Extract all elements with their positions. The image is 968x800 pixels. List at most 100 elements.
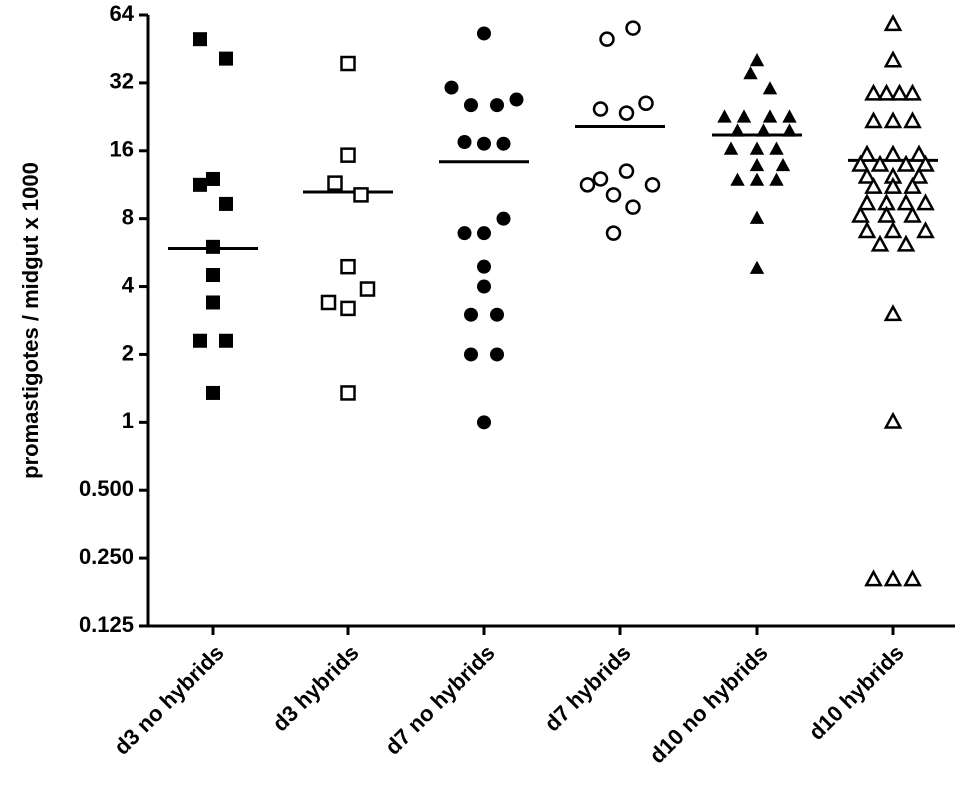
data-point xyxy=(605,225,622,241)
data-point xyxy=(625,20,641,36)
data-point xyxy=(883,50,903,68)
data-point xyxy=(219,196,233,211)
data-point xyxy=(340,385,356,401)
data-point xyxy=(916,221,935,239)
data-point xyxy=(756,123,771,137)
data-point xyxy=(219,333,233,348)
data-point xyxy=(579,177,596,193)
data-point xyxy=(857,221,877,239)
series-d7-hybrids xyxy=(579,20,661,241)
data-point xyxy=(851,154,870,172)
data-point xyxy=(457,135,472,150)
data-point xyxy=(477,226,491,241)
y-tick-label: 16 xyxy=(110,137,134,162)
data-point xyxy=(206,295,220,310)
data-point xyxy=(769,141,784,155)
data-point xyxy=(769,172,784,186)
data-point xyxy=(605,187,622,203)
data-point xyxy=(193,333,207,348)
data-point xyxy=(864,83,883,101)
y-tick-label: 4 xyxy=(122,272,135,297)
data-point xyxy=(883,176,903,194)
data-point xyxy=(327,175,343,191)
data-point xyxy=(464,347,478,362)
data-point xyxy=(340,258,356,275)
data-point xyxy=(883,14,903,32)
data-point xyxy=(903,83,922,101)
data-point xyxy=(736,109,752,123)
data-point xyxy=(599,31,615,47)
data-point xyxy=(909,144,929,162)
y-tick-label: 0.250 xyxy=(79,544,134,569)
x-tick-label: d3 hybrids xyxy=(267,640,363,736)
data-point xyxy=(477,136,491,151)
data-point xyxy=(340,55,356,72)
data-point xyxy=(896,234,916,252)
data-point xyxy=(890,83,909,101)
data-point xyxy=(206,268,220,283)
data-point xyxy=(320,294,337,311)
data-point xyxy=(916,154,935,172)
y-tick-label: 0.500 xyxy=(79,476,134,501)
data-point xyxy=(490,307,504,322)
x-tick-label: d10 no hybrids xyxy=(644,640,772,768)
data-point xyxy=(864,176,883,194)
x-tick-label: d3 no hybrids xyxy=(109,640,229,760)
data-points xyxy=(193,14,935,587)
data-point xyxy=(896,193,916,211)
data-point xyxy=(743,66,758,80)
series-d10-hybrids xyxy=(851,14,935,587)
series-d3-hybrids xyxy=(320,55,376,401)
y-tick-label: 64 xyxy=(110,1,135,26)
data-point xyxy=(193,177,207,192)
x-tick-label: d7 hybrids xyxy=(539,640,635,736)
data-point xyxy=(618,105,635,121)
data-point xyxy=(340,147,356,163)
data-point xyxy=(762,81,778,95)
data-point xyxy=(457,226,472,241)
y-tick-label: 2 xyxy=(122,340,134,365)
data-point xyxy=(749,53,765,67)
data-point xyxy=(903,205,922,223)
data-point xyxy=(857,166,877,184)
data-point xyxy=(206,239,220,254)
data-point xyxy=(618,163,635,179)
data-point xyxy=(749,260,765,274)
data-point xyxy=(496,211,511,226)
mean-lines xyxy=(168,125,938,250)
data-point xyxy=(353,187,369,203)
data-point xyxy=(477,26,491,41)
y-tick-label: 8 xyxy=(122,204,134,229)
data-point xyxy=(464,307,478,322)
x-tick-label: d10 hybrids xyxy=(804,640,909,745)
data-point xyxy=(717,109,732,123)
data-point xyxy=(477,415,491,430)
y-axis-title-group: promastigotes / midgut x 1000 xyxy=(18,162,43,479)
data-point xyxy=(782,123,797,137)
data-point xyxy=(883,221,903,239)
data-point xyxy=(206,171,220,186)
data-point xyxy=(749,141,765,155)
x-tick-label: d7 no hybrids xyxy=(380,640,500,760)
data-point xyxy=(883,144,903,162)
data-point xyxy=(644,177,661,193)
data-point xyxy=(749,172,765,186)
data-point xyxy=(857,193,877,211)
data-point xyxy=(444,80,459,95)
data-point xyxy=(864,569,883,587)
data-point xyxy=(749,210,765,224)
data-point xyxy=(775,157,791,172)
data-point xyxy=(883,569,903,587)
data-point xyxy=(509,92,524,107)
data-point xyxy=(883,304,903,322)
data-point xyxy=(477,279,491,294)
data-point xyxy=(877,83,896,101)
y-axis-title: promastigotes / midgut x 1000 xyxy=(18,162,43,479)
data-point xyxy=(909,166,929,184)
data-point xyxy=(864,111,883,129)
data-point xyxy=(723,141,739,155)
data-point xyxy=(193,32,207,47)
series-d3-no-hybrids xyxy=(193,32,233,400)
data-point xyxy=(896,154,916,172)
